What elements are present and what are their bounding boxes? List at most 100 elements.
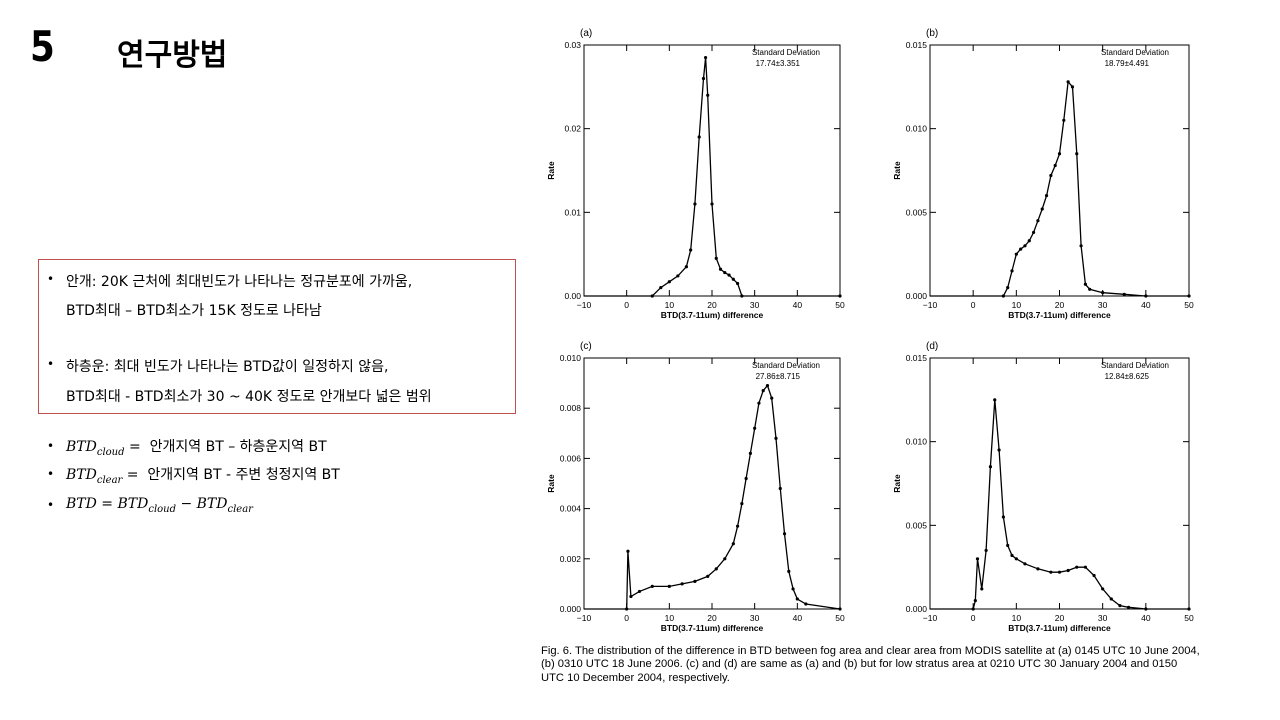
formula-lhs: BTD = BTD	[66, 496, 149, 512]
formula-rhs: 안개지역 BT – 하층운지역 BT	[149, 439, 327, 455]
data-point	[1075, 152, 1079, 156]
plot-frame	[583, 357, 841, 610]
data-point	[684, 265, 688, 269]
data-point	[704, 55, 708, 60]
x-tick-label: 20	[1055, 300, 1065, 310]
data-point	[753, 426, 757, 430]
x-tick-label: 0	[971, 613, 976, 623]
formula-sub: clear	[227, 503, 253, 515]
x-tick-label: 20	[707, 613, 717, 623]
data-point	[774, 436, 778, 440]
btd-distribution-figure: (a) −10 0 10 20 30 40 50 0.00 0.01 0.02 0.03 BTD(3.7…	[546, 28, 1194, 633]
data-point	[838, 294, 842, 298]
data-point	[723, 270, 727, 275]
x-tick-label: 0	[971, 300, 976, 310]
data-point	[838, 607, 842, 611]
annotation-value: 18.79±4.491	[1105, 59, 1150, 68]
data-point	[1118, 604, 1122, 608]
formula-eq: =	[126, 467, 139, 483]
data-point	[736, 524, 740, 528]
annotation-title: Standard Deviation	[752, 361, 820, 370]
x-tick-label: −10	[923, 300, 938, 310]
data-point	[731, 542, 735, 546]
bullet-dot: •	[47, 357, 55, 371]
data-point	[1044, 194, 1049, 198]
data-point	[693, 202, 697, 206]
x-tick-label: 50	[835, 613, 845, 623]
data-point	[1187, 294, 1191, 298]
data-point	[770, 396, 774, 400]
data-point	[1083, 565, 1087, 569]
data-point	[1040, 207, 1044, 211]
data-point	[1057, 570, 1062, 574]
x-axis-label: BTD(3.7-11um) difference	[1008, 310, 1111, 320]
x-tick-label: −10	[577, 300, 592, 310]
data-point	[714, 567, 718, 571]
data-point	[1126, 605, 1131, 609]
plot-frame	[583, 44, 841, 297]
slide-title: 연구방법	[117, 38, 228, 73]
data-point	[1010, 553, 1014, 558]
data-point	[1036, 219, 1040, 223]
formula-sub: clear	[96, 474, 123, 486]
formula-lhs: BTD	[66, 439, 97, 455]
data-point	[693, 579, 697, 583]
box-line-2: BTD최대 – BTD최소가 15K 정도로 나타남	[66, 303, 322, 319]
data-point	[984, 548, 988, 553]
data-point	[744, 476, 748, 481]
x-tick-label: 30	[750, 613, 760, 623]
data-point	[706, 574, 710, 578]
data-point	[1010, 269, 1014, 273]
y-tick-label: 0.00	[564, 291, 581, 301]
data-point	[1049, 173, 1053, 178]
data-point	[1032, 230, 1036, 235]
data-point	[740, 294, 744, 298]
x-tick-label: 50	[1184, 613, 1194, 623]
y-tick-label: 0.000	[906, 604, 928, 614]
data-point	[723, 557, 727, 561]
panel-label: (a)	[580, 28, 592, 39]
data-point	[1019, 247, 1023, 251]
y-tick-label: 0.000	[906, 291, 928, 301]
data-point	[761, 389, 765, 393]
data-point	[676, 274, 680, 278]
data-point	[637, 589, 642, 594]
data-point	[1036, 567, 1040, 571]
y-tick-label: 0.006	[560, 453, 582, 463]
data-point	[718, 267, 723, 271]
data-point	[1001, 294, 1005, 298]
series-line	[930, 80, 1189, 297]
data-point	[993, 398, 997, 402]
data-point	[1101, 587, 1105, 591]
data-point	[710, 202, 714, 206]
data-point	[1062, 118, 1066, 122]
bullet-dot: •	[47, 439, 55, 453]
y-tick-label: 0.010	[906, 124, 928, 134]
data-point	[697, 135, 701, 139]
data-point	[629, 594, 633, 599]
y-tick-label: 0.015	[906, 40, 928, 50]
y-axis-label: Rate	[546, 161, 556, 180]
annotation-value: 27.86±8.715	[756, 372, 801, 381]
x-tick-label: 0	[624, 613, 629, 623]
annotation-title: Standard Deviation	[752, 48, 820, 57]
x-tick-label: 40	[1141, 613, 1151, 623]
series-line	[584, 57, 840, 297]
y-axis-label: Rate	[546, 474, 556, 493]
data-point	[1144, 607, 1148, 611]
data-point	[1066, 80, 1070, 84]
data-point	[1006, 286, 1010, 290]
data-point	[778, 486, 782, 491]
y-tick-label: 0.005	[906, 207, 928, 217]
formula-rhs: 안개지역 BT - 주변 청정지역 BT	[147, 467, 340, 483]
y-tick-label: 0.008	[560, 403, 582, 413]
data-point	[1023, 244, 1027, 248]
x-tick-label: 30	[750, 300, 760, 310]
data-point	[1014, 252, 1018, 256]
data-point	[757, 401, 761, 405]
data-point	[1075, 565, 1079, 569]
formula-sub: cloud	[96, 446, 125, 458]
data-point	[625, 607, 629, 611]
data-point	[740, 501, 744, 506]
data-point	[1049, 570, 1053, 574]
